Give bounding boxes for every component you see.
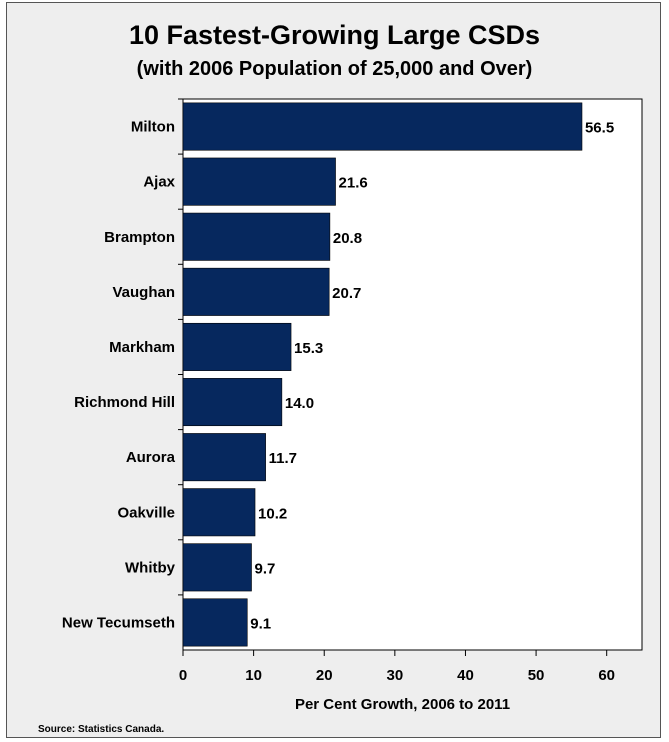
bar (182, 543, 252, 592)
data-label: 11.7 (269, 450, 297, 467)
category-label: Milton (131, 119, 175, 136)
bar (182, 433, 266, 482)
x-tick-label: 20 (316, 667, 333, 684)
category-label: New Tecumseth (62, 614, 175, 631)
bar (182, 322, 292, 371)
bar (182, 488, 256, 537)
category-label: Ajax (143, 174, 175, 191)
data-label: 15.3 (294, 340, 323, 357)
chart-title: 10 Fastest-Growing Large CSDs (128, 20, 541, 50)
category-label: Markham (109, 339, 175, 356)
bar (182, 212, 331, 261)
x-tick-label: 50 (528, 667, 545, 684)
data-label: 56.5 (585, 120, 614, 137)
data-label: 14.0 (285, 395, 314, 412)
data-label: 20.8 (333, 230, 362, 247)
category-label: Whitby (125, 559, 176, 576)
x-tick-label: 30 (387, 667, 404, 684)
source-note: Source: Statistics Canada. (38, 724, 165, 735)
x-axis-label: Per Cent Growth, 2006 to 2011 (295, 696, 510, 713)
x-tick-label: 60 (598, 667, 615, 684)
bar (182, 157, 336, 206)
category-label: Brampton (104, 229, 175, 246)
x-tick-label: 40 (457, 667, 474, 684)
data-label: 9.7 (254, 560, 275, 577)
bar (182, 267, 330, 316)
bar (182, 598, 248, 647)
data-label: 10.2 (258, 505, 287, 522)
category-label: Aurora (126, 449, 176, 466)
data-label: 21.6 (339, 175, 368, 192)
data-label: 9.1 (250, 615, 271, 632)
x-tick-label: 10 (245, 667, 262, 684)
chart-subtitle: (with 2006 Population of 25,000 and Over… (136, 58, 533, 80)
data-label: 20.7 (332, 285, 361, 302)
bar (182, 378, 283, 427)
x-tick-label: 0 (179, 667, 187, 684)
category-label: Vaughan (112, 284, 175, 301)
category-label: Oakville (117, 504, 175, 521)
bar (182, 102, 583, 151)
category-label: Richmond Hill (74, 394, 175, 411)
